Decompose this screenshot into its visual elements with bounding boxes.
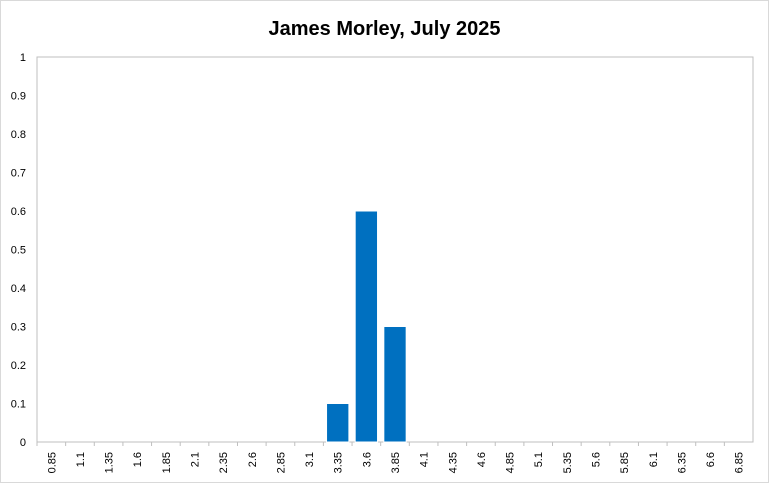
x-tick-label: 0.85	[46, 452, 58, 473]
y-tick-label: 0.3	[11, 322, 26, 334]
x-tick-label: 4.6	[476, 452, 488, 467]
y-tick-label: 0.1	[11, 399, 26, 411]
x-tick-label: 6.1	[648, 452, 660, 467]
bar	[326, 403, 350, 443]
x-tick-label: 4.35	[447, 452, 459, 473]
y-tick-label: 0.8	[11, 129, 26, 141]
y-tick-label: 0.4	[11, 283, 26, 295]
x-tick-label: 2.35	[218, 452, 230, 473]
bar	[354, 210, 379, 443]
y-tick-label: 0.2	[11, 360, 26, 372]
y-axis-ticks: 0 0.1 0.2 0.3 0.4 0.5 0.6 0.7 0.8 0.9 1	[11, 52, 26, 449]
y-tick-label: 0.7	[11, 168, 26, 180]
x-tick-label: 3.6	[361, 452, 373, 467]
x-tick-label: 2.85	[275, 452, 287, 473]
x-tick-label: 1.6	[132, 452, 144, 467]
x-tick-label: 5.1	[533, 452, 545, 467]
x-tick-label: 2.1	[190, 452, 202, 467]
x-tick-label: 4.1	[419, 452, 431, 467]
y-tick-label: 0	[20, 437, 26, 449]
x-tick-label: 6.85	[734, 452, 746, 473]
x-tick-label: 2.6	[247, 452, 259, 467]
y-tick-label: 0.5	[11, 245, 26, 257]
x-tick-label: 1.1	[75, 452, 87, 467]
x-tick-label: 1.35	[104, 452, 116, 473]
bars	[326, 210, 407, 443]
x-tick-label: 3.1	[304, 452, 316, 467]
bar	[383, 326, 407, 443]
chart-title: James Morley, July 2025	[268, 18, 501, 40]
x-tick-label: 3.35	[333, 452, 345, 473]
x-tick-label: 4.85	[505, 452, 517, 473]
x-tick-label: 5.35	[562, 452, 574, 473]
x-tick-label: 3.85	[390, 452, 402, 473]
y-tick-label: 0.9	[11, 91, 26, 103]
y-tick-label: 1	[20, 52, 26, 64]
y-tick-label: 0.6	[11, 206, 26, 218]
x-tick-label: 5.6	[590, 452, 602, 467]
x-tick-label: 1.85	[161, 452, 173, 473]
x-axis-ticks: 0.85 1.1 1.35 1.6 1.85 2.1 2.35 2.6 2.85 3.1 3.35 3…	[36, 442, 746, 473]
x-tick-label: 6.6	[705, 452, 717, 467]
x-tick-label: 5.85	[619, 452, 631, 473]
x-tick-label: 6.35	[676, 452, 688, 473]
